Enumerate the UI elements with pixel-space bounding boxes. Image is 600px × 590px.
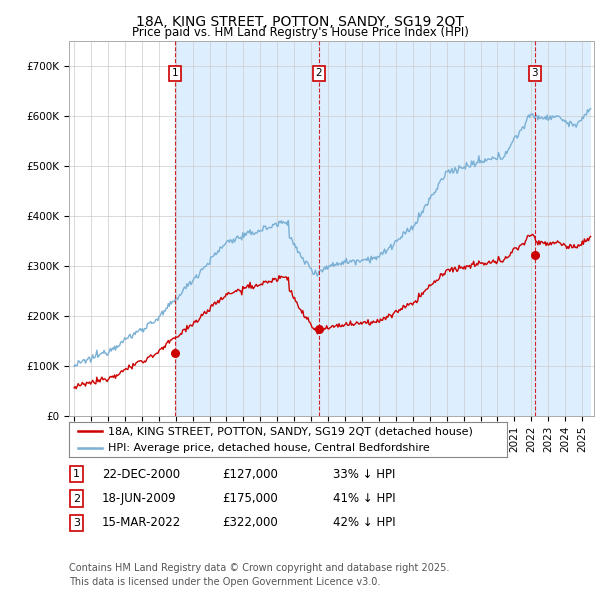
Text: £127,000: £127,000 — [222, 468, 278, 481]
Text: Contains HM Land Registry data © Crown copyright and database right 2025.
This d: Contains HM Land Registry data © Crown c… — [69, 563, 449, 587]
Text: Price paid vs. HM Land Registry's House Price Index (HPI): Price paid vs. HM Land Registry's House … — [131, 26, 469, 39]
Text: 42% ↓ HPI: 42% ↓ HPI — [333, 516, 395, 529]
Bar — [319, 41, 535, 416]
Text: 3: 3 — [532, 68, 538, 78]
Text: HPI: Average price, detached house, Central Bedfordshire: HPI: Average price, detached house, Cent… — [109, 442, 430, 453]
Text: 2: 2 — [316, 68, 322, 78]
Text: 22-DEC-2000: 22-DEC-2000 — [102, 468, 180, 481]
Text: £175,000: £175,000 — [222, 492, 278, 505]
Bar — [535, 41, 590, 416]
Text: 33% ↓ HPI: 33% ↓ HPI — [333, 468, 395, 481]
Text: 18-JUN-2009: 18-JUN-2009 — [102, 492, 176, 505]
Text: 18A, KING STREET, POTTON, SANDY, SG19 2QT (detached house): 18A, KING STREET, POTTON, SANDY, SG19 2Q… — [109, 427, 473, 437]
Text: 2: 2 — [73, 494, 80, 503]
Text: 15-MAR-2022: 15-MAR-2022 — [102, 516, 181, 529]
Text: 3: 3 — [73, 518, 80, 527]
Text: 18A, KING STREET, POTTON, SANDY, SG19 2QT: 18A, KING STREET, POTTON, SANDY, SG19 2Q… — [136, 15, 464, 30]
Bar — [175, 41, 319, 416]
Text: £322,000: £322,000 — [222, 516, 278, 529]
Text: 1: 1 — [73, 470, 80, 479]
Text: 41% ↓ HPI: 41% ↓ HPI — [333, 492, 395, 505]
Text: 1: 1 — [172, 68, 178, 78]
